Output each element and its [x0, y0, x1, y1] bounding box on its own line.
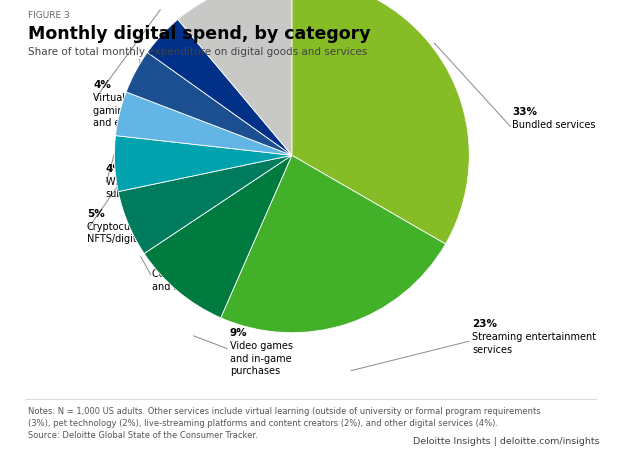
Text: 4%: 4% — [106, 164, 124, 174]
Text: Deloitte Insights | deloitte.com/insights: Deloitte Insights | deloitte.com/insight… — [412, 437, 599, 446]
Wedge shape — [116, 92, 292, 155]
Wedge shape — [118, 155, 292, 253]
Wedge shape — [126, 52, 292, 155]
Text: Monthly digital spend, by category: Monthly digital spend, by category — [28, 25, 371, 43]
Wedge shape — [178, 0, 292, 155]
Wedge shape — [144, 155, 292, 318]
Text: Video games
and in-game
purchases: Video games and in-game purchases — [230, 341, 292, 376]
Text: 23%: 23% — [472, 319, 497, 329]
Wedge shape — [147, 19, 292, 155]
Text: Notes: N = 1,000 US adults. Other services include virtual learning (outside of : Notes: N = 1,000 US adults. Other servic… — [28, 407, 540, 440]
Wedge shape — [114, 136, 292, 192]
Text: Digital health
and wellness: Digital health and wellness — [149, 138, 215, 161]
Text: Share of total monthly expenditure on digital goods and services: Share of total monthly expenditure on di… — [28, 47, 367, 57]
Text: Bundled services: Bundled services — [512, 120, 596, 130]
Text: 6%: 6% — [152, 256, 170, 266]
Wedge shape — [292, 0, 469, 244]
Text: 5%: 5% — [87, 209, 105, 219]
Text: Virtual reality
gaming, content
and experiences: Virtual reality gaming, content and expe… — [93, 93, 174, 128]
Wedge shape — [220, 155, 445, 333]
Text: 4%: 4% — [93, 80, 111, 90]
Text: Cryptocurrencies/
NFTS/digital collectibles: Cryptocurrencies/ NFTS/digital collectib… — [87, 222, 204, 244]
Text: 9%: 9% — [230, 328, 247, 338]
Text: Computer software
and mobile apps: Computer software and mobile apps — [152, 269, 246, 292]
Text: 4%: 4% — [149, 125, 167, 135]
Text: 11%: 11% — [230, 42, 255, 52]
Text: Written content
subscriptions: Written content subscriptions — [106, 177, 182, 199]
Text: Other digital
services: Other digital services — [230, 55, 291, 78]
Text: 33%: 33% — [512, 107, 537, 117]
Text: FIGURE 3: FIGURE 3 — [28, 11, 70, 20]
Text: Streaming entertainment
services: Streaming entertainment services — [472, 332, 596, 355]
